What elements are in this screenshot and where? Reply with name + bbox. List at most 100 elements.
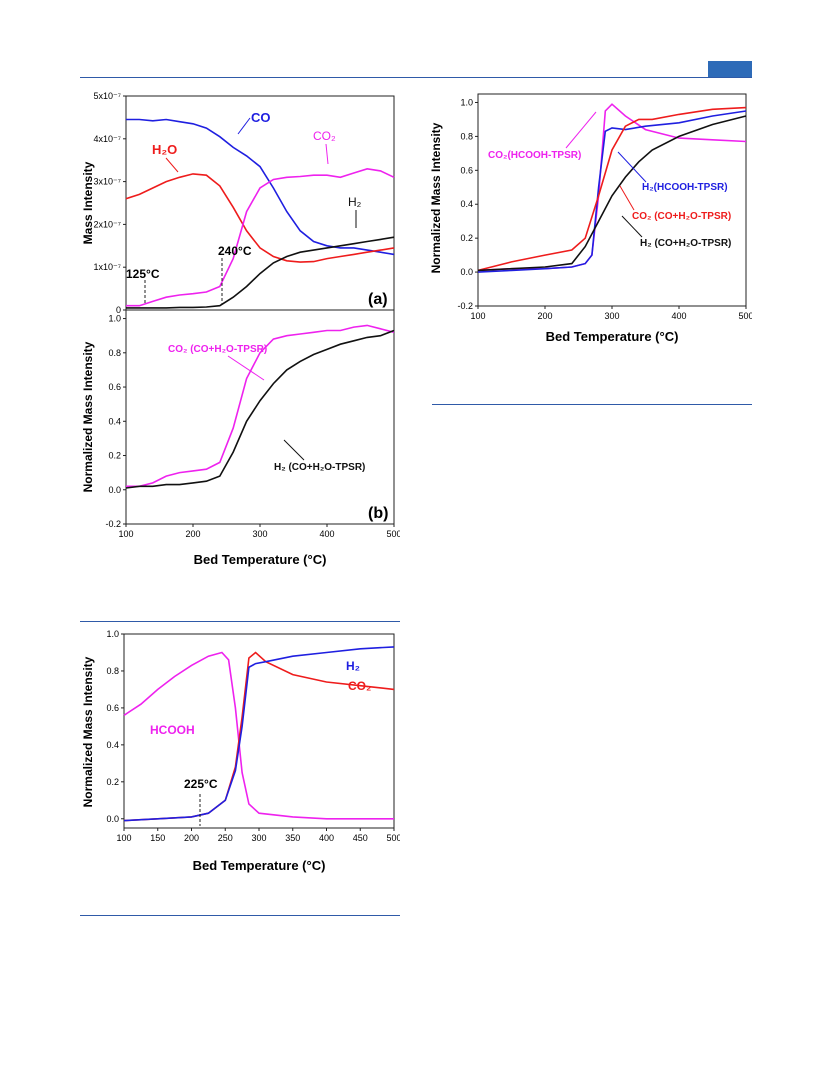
x-tick-label-2-2: 300 [604, 311, 619, 321]
hcooh-ylabel: Normalized Mass Intensity [81, 656, 95, 807]
label-co2-hcooh: CO₂(HCOOH-TPSR) [488, 150, 581, 161]
arrow-h2o [165, 157, 179, 173]
figure-hcooh: Normalized Mass Intensity 0.0 0.2 0.4 0.6 0.… [78, 629, 402, 876]
y-tick-label-2-3: 0.4 [460, 199, 473, 209]
arrow-co2-co-h2o-right [619, 185, 635, 211]
y-tick-label-0-1: 1x10⁻⁷ [93, 262, 121, 272]
figure-hcooh-svg: Normalized Mass Intensity 0.00.20.40.60.… [81, 629, 402, 873]
panel-b: Normalized Mass Intensity -0.2 0.0 0.2 0.4 0… [81, 309, 402, 567]
annotation-240c: 240°C [218, 244, 252, 258]
panel-b-frame [125, 309, 395, 525]
tpsr-frame [477, 93, 747, 307]
y-tick-label-1-0: -0.2 [105, 519, 121, 529]
x-tick-label-3-7: 450 [353, 833, 368, 843]
series-line-0-2 [126, 167, 395, 307]
hcooh-x-ticks: 100 150 200 250 300 350 400 450 500 [116, 828, 402, 843]
panel-a-label: (a) [368, 291, 388, 308]
rule-right-column [432, 404, 752, 405]
series-line-2-3 [477, 115, 747, 272]
x-tick-label-3-5: 350 [285, 833, 300, 843]
y-tick-label-1-4: 0.6 [108, 382, 121, 392]
panel-a-series [125, 118, 395, 309]
label-h2o: H₂O [152, 142, 177, 157]
y-tick-label-3-4: 0.8 [106, 666, 119, 676]
arrow-h2-hcooh [617, 151, 647, 183]
y-tick-label-3-1: 0.2 [106, 777, 119, 787]
series-line-3-0 [123, 651, 394, 820]
x-tick-label-2-4: 500 [738, 311, 752, 321]
series-line-0-1 [125, 173, 395, 263]
x-tick-label-2-1: 200 [537, 311, 552, 321]
annotation-225c: 225°C [184, 777, 218, 791]
panel-b-y-ticks: -0.2 0.0 0.2 0.4 0.6 0.8 1.0 [105, 314, 126, 529]
label-co: CO [251, 110, 271, 125]
panel-a: Mass Intensity 0 1x10⁻⁷ 2x10⁻⁷ 3x10⁻⁷ 4x10⁻⁷… [81, 91, 395, 315]
label-h2-co-h2o: H₂ (CO+H₂O-TPSR) [274, 462, 365, 473]
panel-b-xlabel: Bed Temperature (°C) [194, 552, 327, 567]
figure-mass-intensity: Mass Intensity 0 1x10⁻⁷ 2x10⁻⁷ 3x10⁻⁷ 4x10⁻⁷… [78, 88, 402, 578]
y-tick-label-2-1: 0.0 [460, 267, 473, 277]
y-tick-label-1-2: 0.2 [108, 451, 121, 461]
annotation-125c: 125°C [126, 267, 160, 281]
arrow-h2-co-h2o [283, 439, 305, 461]
tpsr-xlabel: Bed Temperature (°C) [546, 329, 679, 344]
hcooh-y-ticks: 0.0 0.2 0.4 0.6 0.8 1.0 [106, 629, 124, 824]
y-tick-label-3-3: 0.6 [106, 703, 119, 713]
x-tick-label-3-6: 400 [319, 833, 334, 843]
y-tick-label-3-5: 1.0 [106, 630, 119, 639]
x-tick-label-1-1: 200 [185, 529, 200, 539]
series-line-2-1 [477, 110, 747, 273]
y-tick-label-2-2: 0.2 [460, 233, 473, 243]
tpsr-series [477, 103, 747, 273]
label-h2: H₂ [348, 195, 362, 209]
label-co2-hcooh-fig: CO₂ [348, 679, 371, 693]
label-co2: CO₂ [313, 129, 336, 143]
series-line-1-0 [126, 324, 395, 488]
x-tick-label-3-0: 100 [116, 833, 131, 843]
panel-b-label: (b) [368, 505, 388, 522]
x-tick-label-3-3: 250 [218, 833, 233, 843]
series-line-0-0 [126, 118, 395, 256]
y-tick-label-1-6: 1.0 [108, 314, 121, 324]
arrow-co2 [325, 143, 329, 165]
arrow-co2-hcooh [565, 111, 597, 149]
y-tick-label-0-4: 4x10⁻⁷ [93, 134, 121, 144]
label-co2-co-h2o: CO₂ (CO+H₂O-TPSR) [168, 344, 267, 355]
tpsr-ylabel: Normalized Mass Intensity [429, 122, 443, 273]
arrow-h2-co-h2o-right [621, 215, 643, 238]
label-h2-hcooh-fig: H₂ [346, 659, 360, 673]
x-tick-label-2-0: 100 [470, 311, 485, 321]
panel-a-y-ticks: 0 1x10⁻⁷ 2x10⁻⁷ 3x10⁻⁷ 4x10⁻⁷ 5x10⁻⁷ [93, 91, 126, 315]
tpsr-y-ticks: -0.2 0.0 0.2 0.4 0.6 0.8 1.0 [457, 97, 478, 311]
y-tick-label-3-0: 0.0 [106, 814, 119, 824]
hcooh-series [123, 646, 395, 822]
label-h2-co-h2o-right: H₂ (CO+H₂O-TPSR) [640, 238, 731, 249]
x-tick-label-2-3: 400 [671, 311, 686, 321]
tpsr-x-ticks: 100 200 300 400 500 [470, 306, 754, 321]
panel-b-x-ticks: 100 200 300 400 500 [118, 524, 402, 539]
label-co2-co-h2o-right: CO₂ (CO+H₂O-TPSR) [632, 211, 731, 222]
arrow-co2-co-h2o [227, 355, 265, 381]
y-tick-label-2-6: 1.0 [460, 97, 473, 107]
x-tick-label-1-3: 400 [319, 529, 334, 539]
rule-left-column-1 [80, 621, 400, 622]
y-tick-label-3-2: 0.4 [106, 740, 119, 750]
arrow-co [237, 117, 251, 135]
label-hcooh: HCOOH [150, 723, 195, 737]
panel-a-ylabel: Mass Intensity [81, 161, 95, 244]
x-tick-label-1-0: 100 [118, 529, 133, 539]
figure-tpsr-svg: Normalized Mass Intensity -0.2 0.0 0.2 0.4 0… [429, 93, 754, 344]
y-tick-label-0-0: 0 [116, 305, 121, 315]
label-h2-hcooh: H₂(HCOOH-TPSR) [642, 182, 728, 193]
y-tick-label-1-3: 0.4 [108, 416, 121, 426]
figure-ab-svg: Mass Intensity 0 1x10⁻⁷ 2x10⁻⁷ 3x10⁻⁷ 4x10⁻⁷… [81, 91, 402, 567]
series-line-3-2 [123, 646, 395, 822]
y-tick-label-1-5: 0.8 [108, 348, 121, 358]
y-tick-label-2-0: -0.2 [457, 301, 473, 311]
panel-a-markers [144, 258, 223, 304]
rule-left-column-2 [80, 915, 400, 916]
y-tick-label-2-4: 0.6 [460, 165, 473, 175]
y-tick-label-2-5: 0.8 [460, 131, 473, 141]
y-tick-label-0-3: 3x10⁻⁷ [93, 177, 121, 187]
panel-b-series [125, 324, 395, 489]
